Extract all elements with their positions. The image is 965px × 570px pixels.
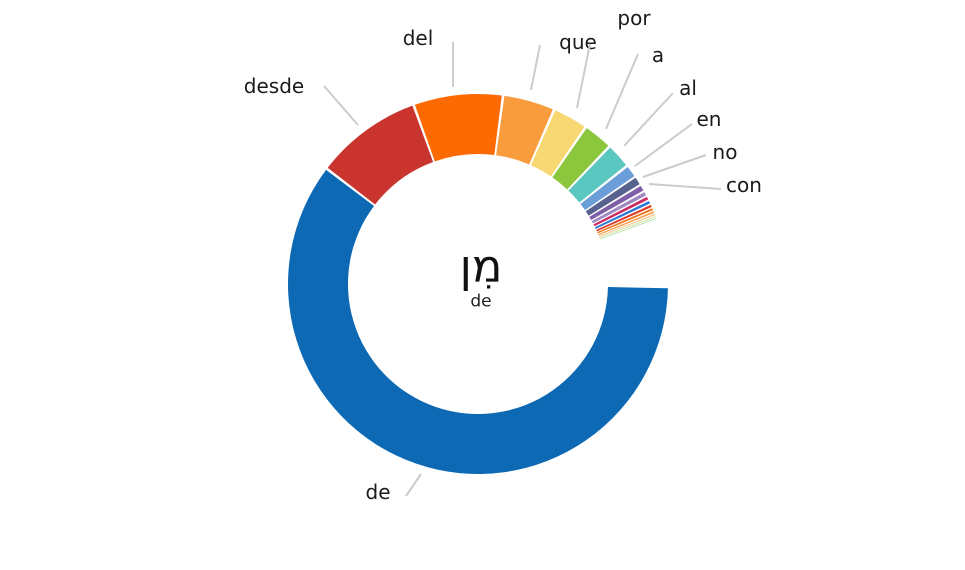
- segment-label-al[interactable]: al: [679, 76, 697, 100]
- segment-minor-11[interactable]: [593, 196, 649, 227]
- segment-label-con[interactable]: con: [726, 173, 762, 197]
- segment-no[interactable]: [585, 177, 640, 216]
- segment-que[interactable]: [496, 95, 553, 165]
- leader-line-a: [605, 53, 639, 130]
- leader-line-de: [405, 473, 422, 497]
- leader-line-desde: [323, 85, 359, 126]
- segment-en[interactable]: [580, 167, 635, 211]
- segment-minor-15[interactable]: [598, 211, 655, 236]
- leader-line-al: [623, 92, 674, 147]
- leader-line-con: [648, 183, 722, 190]
- segment-label-a[interactable]: a: [652, 43, 664, 67]
- leader-line-en: [634, 123, 693, 167]
- segment-minor-18[interactable]: [599, 218, 657, 240]
- segment-a[interactable]: [552, 128, 609, 190]
- segment-minor-12[interactable]: [594, 201, 651, 229]
- segment-minor-14[interactable]: [597, 208, 654, 234]
- segment-con[interactable]: [589, 185, 644, 220]
- leader-line-por: [576, 43, 591, 109]
- segment-minor-10[interactable]: [591, 192, 647, 224]
- segment-desde[interactable]: [327, 105, 434, 205]
- segment-label-del[interactable]: del: [403, 26, 434, 50]
- segment-label-desde[interactable]: desde: [244, 74, 304, 98]
- segment-label-en[interactable]: en: [697, 107, 722, 131]
- segment-label-no[interactable]: no: [713, 140, 738, 164]
- segment-label-que[interactable]: que: [559, 30, 597, 54]
- segment-de[interactable]: [288, 169, 668, 474]
- segment-minor-13[interactable]: [596, 204, 652, 232]
- segment-label-por[interactable]: por: [617, 6, 651, 30]
- segment-del[interactable]: [414, 94, 502, 162]
- segment-minor-17[interactable]: [599, 216, 656, 239]
- segment-al[interactable]: [568, 147, 627, 203]
- leader-line-no: [642, 154, 707, 178]
- segment-label-de[interactable]: de: [366, 480, 391, 504]
- segment-por[interactable]: [530, 110, 585, 177]
- leader-line-que: [530, 44, 541, 91]
- segment-minor-16[interactable]: [598, 213, 656, 237]
